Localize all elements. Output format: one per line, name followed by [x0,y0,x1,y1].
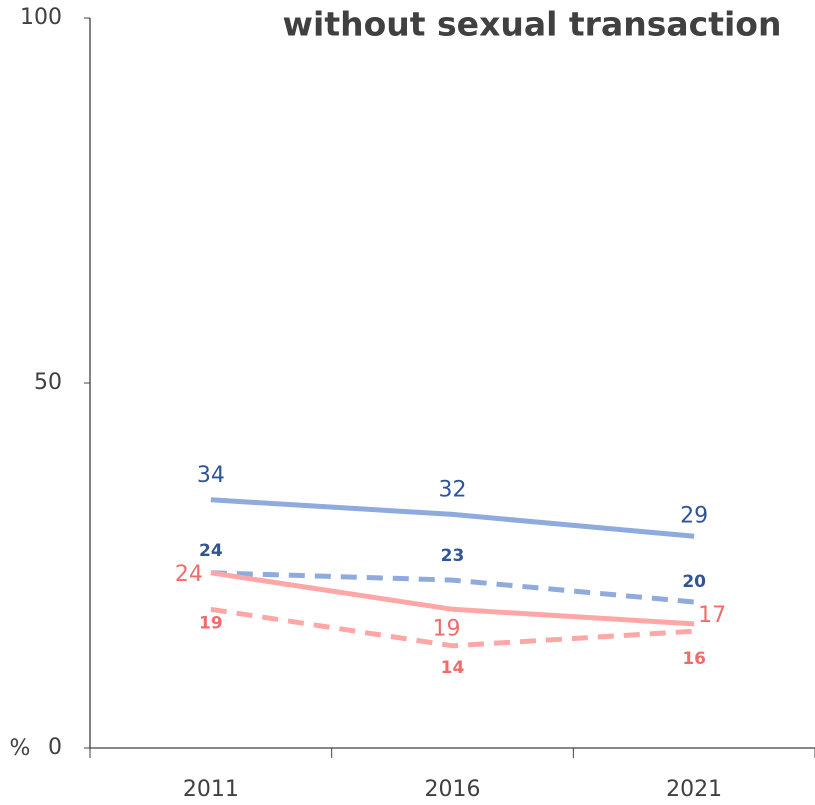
data-label: 32 [439,477,467,502]
line-series [210,497,695,539]
data-label: 34 [197,463,225,488]
line-series [210,606,695,649]
data-label: 29 [680,503,708,528]
x-tick-label: 2021 [666,777,722,802]
data-label: 19 [199,613,223,633]
data-label: 24 [175,562,203,587]
y-tick-label: 100 [20,5,62,30]
data-label: 19 [433,616,461,641]
x-tick-label: 2011 [183,777,239,802]
data-label: 14 [441,658,465,678]
data-label: 24 [199,541,223,561]
y-axis-label: % [10,736,31,761]
data-label: 20 [682,572,706,592]
data-label: 23 [441,546,465,566]
data-label: 16 [682,649,706,669]
line-series [210,570,695,627]
line-series [210,570,695,605]
y-tick-label: 50 [34,370,62,395]
y-tick-label: 0 [48,735,62,760]
chart-title: without sexual transaction [283,5,782,44]
data-label: 17 [698,603,726,628]
x-tick-label: 2016 [425,777,481,802]
